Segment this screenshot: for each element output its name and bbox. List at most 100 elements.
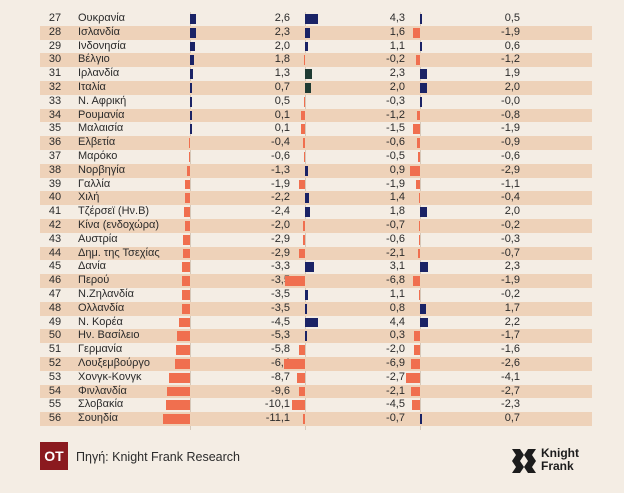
rank-cell: 51: [48, 343, 62, 356]
value-cell-v1: -2,9: [271, 232, 290, 245]
value-cell-v1: 2,6: [274, 12, 290, 24]
country-cell: Ελβετία: [78, 136, 116, 149]
value-cell-v2: 4,4: [389, 315, 405, 328]
rank-cell: 46: [48, 274, 62, 287]
bar-v2: [299, 179, 305, 190]
value-cell-v3: 0,6: [504, 39, 520, 52]
value-cell-v3: 2,3: [504, 260, 520, 273]
bar-v3: [420, 262, 429, 273]
table-row: 33 Ν. Αφρική 0,5 -0,3 -0,0: [40, 95, 592, 109]
country-cell: Ισλανδία: [78, 25, 120, 38]
value-cell-v3: -0,9: [501, 136, 520, 149]
bar-v2: [305, 14, 318, 24]
value-cell-v1: 1,3: [274, 67, 290, 80]
bar-v1: [190, 41, 195, 52]
bar-v2: [305, 83, 311, 93]
bar-v3: [409, 165, 420, 176]
value-cell-v3: -0,4: [501, 191, 520, 204]
bar-v2: [291, 400, 305, 411]
country-cell: Σουηδία: [78, 412, 118, 425]
value-cell-v3: -2,3: [501, 398, 520, 411]
bar-v3: [416, 138, 420, 148]
bar-v2: [302, 414, 305, 424]
value-cell-v3: -0,2: [501, 288, 520, 300]
value-cell-v2: -2,1: [386, 246, 405, 259]
value-cell-v1: -2,4: [271, 205, 290, 218]
value-cell-v3: -1,6: [501, 343, 520, 356]
country-cell: Περού: [78, 274, 110, 287]
value-cell-v3: -0,8: [501, 108, 520, 121]
bar-v2: [303, 55, 305, 66]
bar-v3: [410, 386, 420, 397]
table-row: 29 Ινδονησία 2,0 1,1 0,6: [40, 40, 592, 54]
value-cell-v3: 1,9: [504, 67, 520, 80]
bar-v2: [305, 41, 309, 52]
country-cell: Ιρλανδία: [78, 67, 120, 80]
country-cell: Κίνα (ενδοχώρα): [78, 219, 160, 231]
country-cell: Χιλή: [78, 191, 100, 204]
knight-frank-wordmark: Knight Frank: [541, 447, 579, 473]
bar-v2: [299, 345, 305, 355]
value-cell-v1: -11,1: [265, 412, 290, 425]
value-cell-v2: -6,8: [386, 274, 405, 287]
value-cell-v3: 0,5: [504, 12, 520, 24]
bar-v2: [305, 331, 307, 342]
value-cell-v1: 1,8: [274, 53, 290, 66]
bar-v2: [305, 262, 315, 273]
rank-cell: 35: [48, 122, 62, 135]
country-cell: Ινδονησία: [78, 39, 127, 52]
value-cell-v1: -5,8: [271, 343, 290, 356]
bar-v3: [414, 345, 420, 355]
bar-v3: [413, 124, 420, 135]
value-cell-v1: -2,0: [271, 219, 290, 231]
value-cell-v3: 0,7: [504, 412, 520, 425]
rank-cell: 39: [48, 177, 62, 190]
value-cell-v1: -0,4: [271, 136, 290, 149]
bar-v1: [190, 55, 195, 66]
value-cell-v3: -0,3: [501, 232, 520, 245]
rank-cell: 33: [48, 94, 62, 107]
bar-v2: [298, 248, 305, 259]
country-cell: Ουκρανία: [78, 12, 125, 24]
rank-cell: 32: [48, 81, 62, 93]
bar-v1: [163, 414, 190, 424]
bar-v2: [305, 193, 310, 204]
value-cell-v1: -9,6: [271, 384, 290, 397]
value-cell-v2: 0,9: [389, 163, 405, 176]
value-cell-v3: -1,9: [501, 25, 520, 38]
bar-v3: [418, 234, 420, 245]
bar-v3: [418, 221, 420, 231]
value-cell-v2: 2,3: [389, 67, 405, 80]
rank-cell: 37: [48, 150, 62, 162]
bar-v1: [190, 83, 192, 93]
value-cell-v2: 1,8: [389, 205, 405, 218]
bar-v1: [186, 165, 190, 176]
country-cell: Ιταλία: [78, 81, 106, 93]
value-cell-v2: 0,8: [389, 301, 405, 314]
bar-v1: [190, 96, 192, 107]
bar-v2: [303, 96, 305, 107]
value-cell-v2: 3,1: [389, 260, 405, 273]
value-cell-v1: -1,3: [271, 163, 290, 176]
value-cell-v3: -0,2: [501, 219, 520, 231]
table-row: 45 Δανία -3,3 3,1 2,3: [40, 260, 592, 274]
value-cell-v3: -1,9: [501, 122, 520, 135]
table-row: 40 Χιλή -2,2 1,4 -0,4: [40, 191, 592, 206]
bar-v3: [420, 14, 422, 24]
bar-v2: [301, 110, 305, 121]
bar-v2: [305, 207, 311, 217]
rank-cell: 45: [48, 260, 62, 273]
rank-cell: 38: [48, 163, 62, 176]
value-cell-v2: -0,6: [386, 136, 405, 149]
knight-frank-mark-icon: [512, 449, 536, 473]
bar-v2: [296, 372, 305, 383]
bar-v3: [420, 207, 427, 217]
value-cell-v3: -0,6: [501, 150, 520, 162]
bar-v3: [418, 193, 420, 204]
bar-v3: [413, 27, 420, 38]
bar-v1: [166, 386, 190, 397]
rank-cell: 27: [48, 12, 62, 24]
value-cell-v3: -1,2: [501, 53, 520, 66]
table-row: 48 Ολλανδία -3,5 0,8 1,7: [40, 301, 592, 316]
rank-cell: 44: [48, 246, 62, 259]
